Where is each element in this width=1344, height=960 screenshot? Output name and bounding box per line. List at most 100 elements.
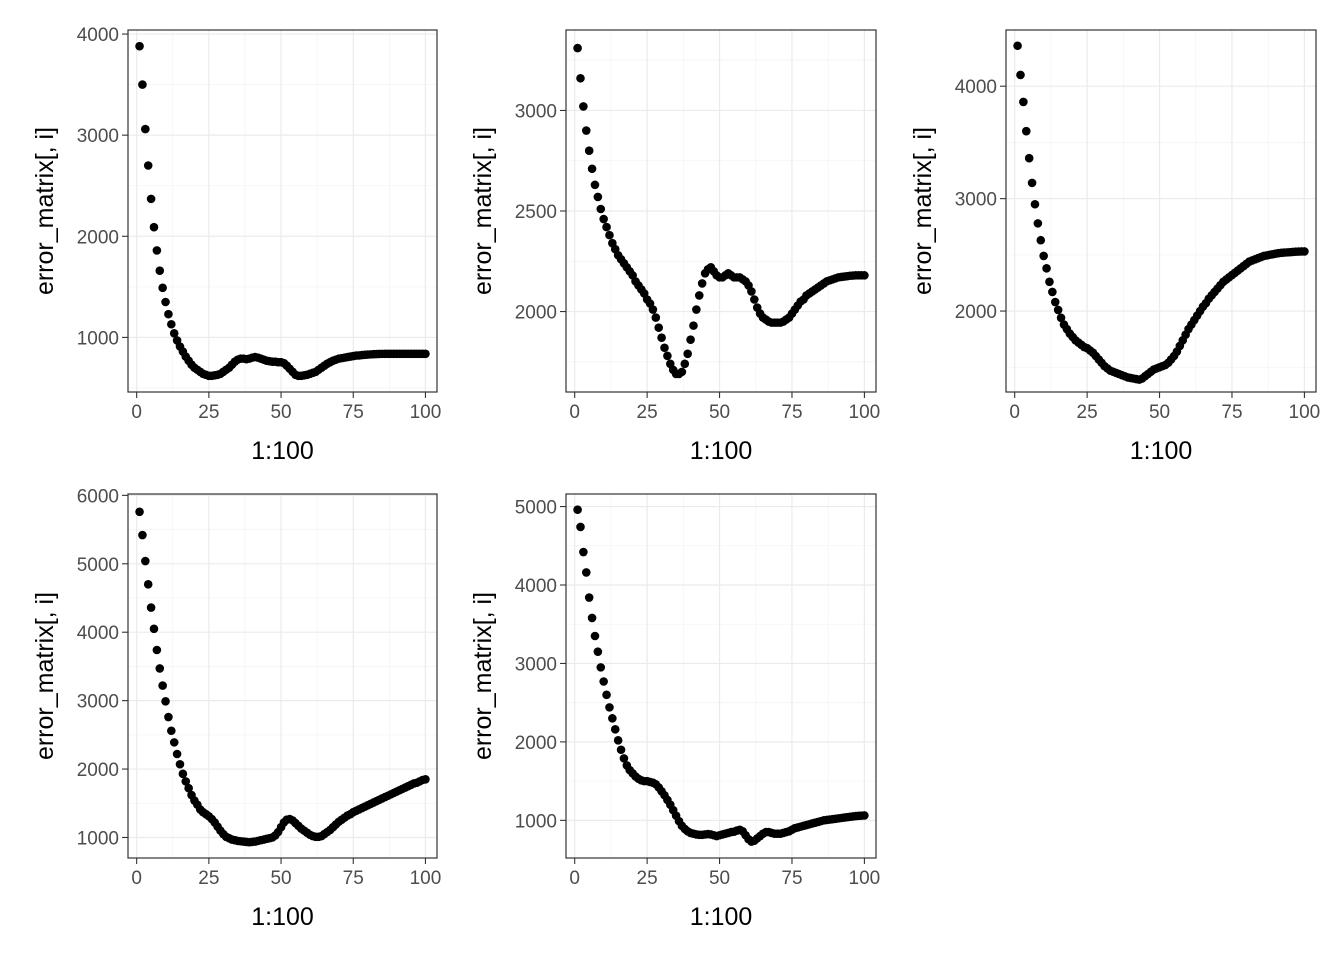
panel-4-point-15: [175, 759, 185, 769]
panel-5-y-tick-label-1000: 1000: [515, 811, 557, 832]
panel-4-y-tick-label-6000: 6000: [77, 486, 119, 507]
panel-2-y-tick-label-2000: 2000: [515, 303, 557, 324]
panel-2-point-43: [694, 291, 704, 300]
panel-1-point-11: [164, 309, 173, 319]
panel-5-point-6: [587, 613, 597, 623]
panel-5-point-5: [584, 593, 594, 602]
panel-5-point-4: [581, 568, 591, 577]
panel-4-y-axis-title: error_matrix[, i]: [31, 592, 59, 760]
panel-4-x-tick-label-0: 0: [131, 868, 142, 889]
panel-4-point-5: [146, 603, 156, 612]
panel-4-y-tick-label-1000: 1000: [77, 828, 119, 849]
panel-3: 0 25 50 75 100 2000 3000 4000 1:100 error_matrix[…: [909, 29, 1321, 465]
panel-2-point-38: [680, 359, 690, 369]
panel-5-x-tick-label-50: 50: [709, 868, 730, 889]
panel-1-point-2: [138, 80, 147, 89]
panel-4-point-14: [172, 749, 182, 759]
panel-5-point-15: [613, 736, 623, 745]
panel-5-background: [566, 494, 876, 858]
panel-1-x-tick-label-75: 75: [343, 402, 364, 423]
panel-2-y-tick-label-3000: 3000: [515, 101, 557, 122]
panel-4-point-6: [149, 624, 159, 634]
panel-4: 0 25 50 75 100 1000 2000 3000 4000 5000 6000 1:100 e…: [31, 486, 441, 931]
panel-1-x-axis-title: 1:100: [251, 437, 314, 465]
panel-1-point-10: [161, 297, 170, 307]
panel-5-y-tick-label-2000: 2000: [515, 733, 557, 754]
panel-2-point-9: [596, 204, 606, 214]
panel-4-point-12: [167, 726, 176, 736]
panel-1: 0 25 50 75 100 1000 2000 3000 4000 1:100 error_mat…: [31, 25, 441, 465]
panel-2-point-62: [750, 295, 759, 304]
panel-5-point-1: [573, 505, 582, 514]
panel-3-border: [1005, 29, 1317, 393]
panel-3-background: [1006, 30, 1316, 392]
panel-4-point-11: [164, 712, 173, 722]
panel-5-point-16: [616, 745, 626, 755]
panel-2-point-32: [663, 351, 672, 361]
panel-2-x-axis-title: 1:100: [690, 437, 753, 465]
panel-2-point-42: [692, 305, 701, 314]
panel-1-x-tick-label-25: 25: [198, 402, 219, 423]
panel-3-point-15: [1053, 305, 1063, 315]
panel-4-point-16: [178, 769, 188, 779]
panel-3-x-tick-label-50: 50: [1149, 402, 1170, 423]
panel-1-x-tick-label-0: 0: [131, 402, 142, 423]
panel-2-point-30: [657, 333, 666, 343]
panel-3-point-13: [1048, 287, 1057, 297]
panel-5-point-10: [599, 677, 608, 686]
panel-5-point-3: [579, 547, 588, 557]
panel-4-point-18: [184, 783, 193, 793]
panel-2-point-29: [654, 323, 664, 332]
panel-3-x-tick-label-100: 100: [1289, 402, 1321, 423]
panel-2-point-61: [747, 287, 756, 296]
panel-5-point-8: [593, 647, 603, 656]
panel-2-point-3: [579, 102, 588, 111]
panel-3-point-1: [1013, 41, 1022, 51]
panel-3-point-8: [1033, 219, 1043, 228]
panel-2-x-tick-label-75: 75: [781, 402, 802, 423]
panel-3-point-9: [1036, 235, 1046, 245]
panel-3-point-16: [1056, 313, 1066, 323]
panel-3-x-tick-label-0: 0: [1009, 402, 1020, 423]
panel-3-x-tick-label-25: 25: [1077, 402, 1098, 423]
panel-2-point-1: [573, 43, 582, 53]
panel-4-x-tick-label-75: 75: [343, 868, 364, 889]
panel-1-point-12: [167, 319, 176, 329]
panel-4-x-tick-label-25: 25: [198, 868, 219, 889]
panel-2-point-31: [660, 343, 669, 353]
panel-1-point-6: [149, 222, 159, 232]
panel-1-x-tick-label-50: 50: [270, 402, 291, 423]
panel-2-point-4: [581, 126, 591, 135]
panel-3-x-axis-title: 1:100: [1130, 437, 1193, 465]
panel-5-point-11: [602, 690, 611, 700]
panel-2-point-41: [689, 321, 698, 330]
panel-1-point-3: [141, 124, 150, 134]
panel-5-x-tick-label-0: 0: [569, 868, 580, 889]
panel-2-point-27: [648, 305, 658, 314]
panel-4-y-tick-label-2000: 2000: [77, 760, 119, 781]
panel-2-point-44: [697, 279, 707, 288]
panel-1-y-tick-label-3000: 3000: [77, 126, 119, 147]
panel-4-point-100: [421, 775, 430, 784]
panel-2: 0 25 50 75 100 2000 2500 3000 1:100 error_matrix[…: [469, 29, 880, 465]
panel-2-point-39: [683, 349, 692, 359]
panel-4-point-7: [152, 645, 162, 655]
panel-2-y-axis-title: error_matrix[, i]: [469, 127, 497, 295]
panel-3-point-12: [1045, 277, 1054, 287]
panel-5-point-2: [576, 522, 585, 532]
panel-1-y-axis-title: error_matrix[, i]: [31, 127, 59, 295]
panel-2-point-40: [686, 335, 695, 345]
panel-4-y-tick-label-4000: 4000: [77, 623, 119, 644]
panel-1-point-5: [146, 194, 156, 204]
panel-2-point-6: [587, 164, 597, 174]
panel-5-point-100: [860, 811, 869, 820]
panel-3-y-axis-title: error_matrix[, i]: [909, 127, 937, 295]
panel-5-y-axis-title: error_matrix[, i]: [469, 592, 497, 760]
panel-4-point-1: [135, 507, 144, 517]
panel-1-background: [128, 30, 437, 392]
panel-3-point-6: [1027, 178, 1037, 188]
panel-1-point-9: [158, 283, 167, 293]
panel-4-point-4: [143, 580, 153, 589]
panel-3-point-100: [1300, 247, 1309, 256]
panel-1-x-tick-label-100: 100: [410, 402, 442, 423]
